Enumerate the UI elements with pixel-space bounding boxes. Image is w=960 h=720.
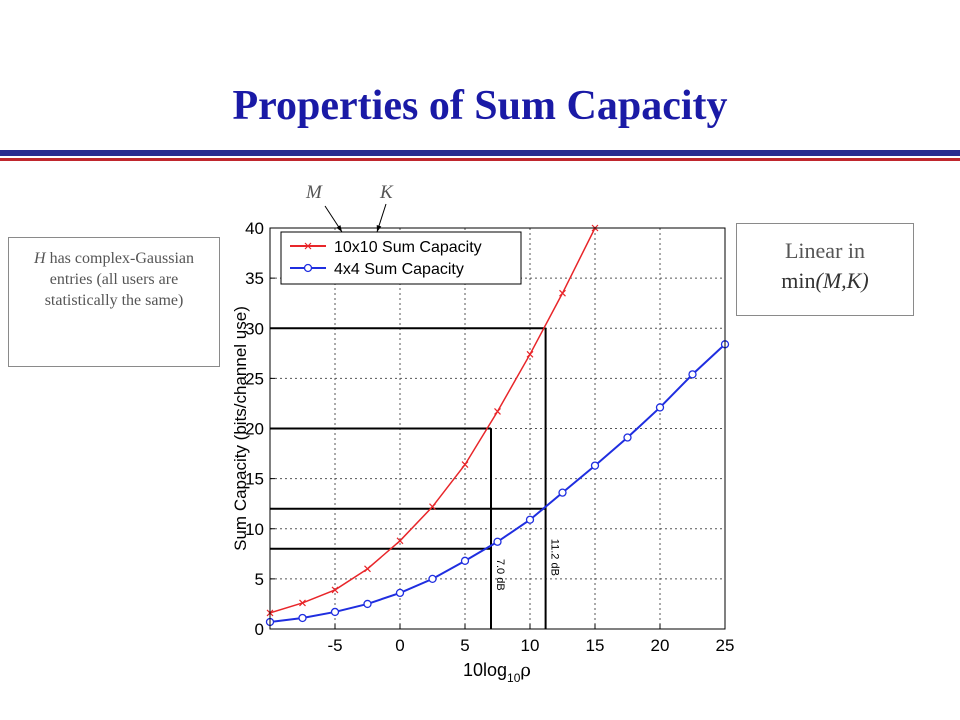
data-point-blue [395, 588, 405, 598]
note-right-line1: Linear in [784, 238, 866, 263]
note-right-box: Linear in min(M,K) [736, 223, 914, 316]
legend-marker-red [304, 242, 312, 250]
data-point-red [461, 461, 469, 469]
x-tick-label: 25 [716, 636, 735, 655]
annotation-11-2-db: 11.2 dB [549, 539, 561, 576]
x-tick-label: 0 [395, 636, 404, 655]
y-axis-label: Sum Capacity (bits/channel use) [231, 306, 250, 551]
x-tick-label: -5 [327, 636, 342, 655]
y-tick-label: 35 [245, 269, 264, 288]
x-tick-label: 15 [586, 636, 605, 655]
note-right-args: (M,K) [815, 268, 869, 293]
x-axis-label: 10log10ρ [463, 660, 531, 685]
arrow-m-head [336, 225, 342, 232]
data-point-blue [655, 403, 665, 412]
x-tick-label: 5 [460, 636, 469, 655]
data-point-red [559, 289, 566, 297]
letter-k: K [380, 182, 393, 203]
data-point-red [526, 350, 534, 358]
title-rule-red [0, 158, 960, 161]
data-point-blue [298, 613, 307, 623]
data-point-blue [363, 599, 372, 609]
y-tick-label: 5 [255, 570, 264, 589]
data-point-blue [330, 607, 340, 617]
y-tick-label: 20 [245, 420, 264, 439]
note-left-box: H has complex-Gaussian entries (all user… [8, 237, 220, 367]
y-tick-label: 40 [245, 219, 264, 238]
data-point-blue [428, 574, 437, 584]
data-point-blue [525, 515, 535, 524]
data-point-blue [460, 556, 470, 565]
data-point-red [494, 408, 501, 415]
note-left-text: has complex-Gaussian entries (all users … [44, 250, 194, 309]
x-tick-label: 10 [521, 636, 540, 655]
data-point-red [331, 586, 339, 594]
annotation-7-0-db: 7.0 dB [494, 559, 506, 591]
data-point-red [364, 565, 371, 573]
x-tick-label: 20 [651, 636, 670, 655]
data-point-red [396, 537, 404, 545]
y-tick-label: 0 [255, 620, 264, 639]
data-point-blue [688, 370, 697, 379]
y-tick-label: 25 [245, 369, 264, 388]
y-tick-label: 15 [245, 470, 264, 489]
legend-label: 10x10 Sum Capacity [334, 239, 482, 256]
note-right-line2: min(M,K) [743, 266, 907, 296]
legend-label: 4x4 Sum Capacity [334, 261, 464, 278]
data-point-blue [558, 488, 567, 497]
y-tick-label: 30 [245, 319, 264, 338]
legend-marker-blue [303, 263, 313, 273]
data-point-blue [623, 433, 632, 442]
note-right-min: min [781, 268, 816, 293]
data-point-blue [590, 461, 600, 470]
arrow-k-head [376, 225, 382, 232]
data-point-red [429, 503, 436, 511]
data-point-red [299, 599, 306, 607]
letter-m: M [306, 182, 322, 203]
legend: 10x10 Sum Capacity 4x4 Sum Capacity [280, 231, 522, 285]
slide-title: Properties of Sum Capacity [232, 83, 728, 129]
title-rule-blue [0, 150, 960, 156]
data-point-blue [493, 537, 502, 546]
y-tick-label: 10 [245, 520, 264, 539]
note-left-italic: H [34, 250, 46, 267]
legend-box [280, 231, 522, 285]
